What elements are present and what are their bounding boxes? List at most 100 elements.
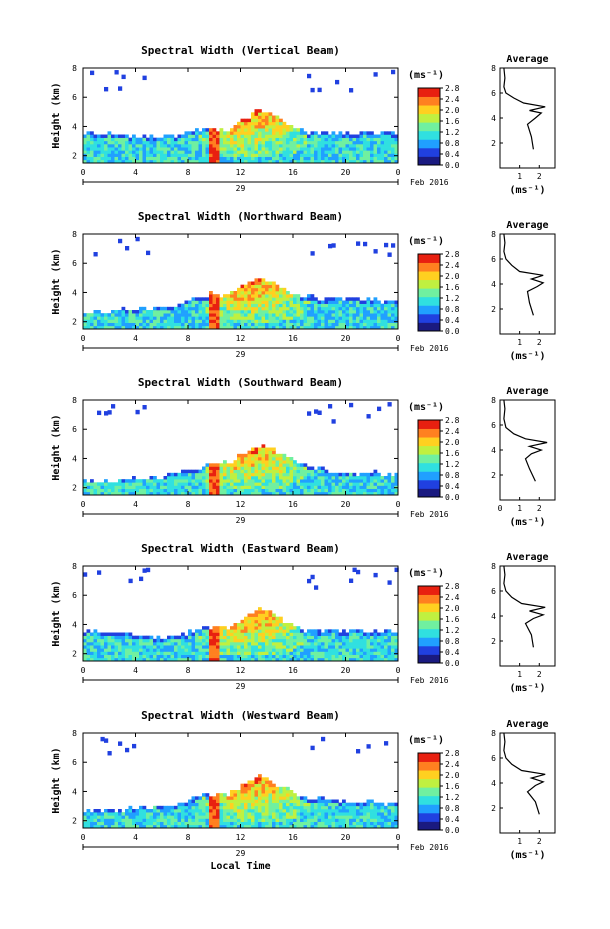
- heatmap-cell: [167, 134, 171, 138]
- heatmap-cell: [335, 638, 339, 643]
- heatmap-cell: [247, 824, 252, 829]
- heatmap-cell: [93, 648, 98, 652]
- heatmap-cell: [345, 150, 350, 154]
- heatmap-cell: [202, 815, 206, 819]
- heatmap-cell: [275, 125, 280, 129]
- heatmap-cell: [324, 638, 329, 643]
- heatmap-cell: [174, 156, 178, 161]
- heatmap-cell: [212, 651, 217, 655]
- heatmap-cell: [184, 491, 189, 496]
- heatmap-cell: [300, 809, 304, 813]
- heatmap-cell: [202, 802, 206, 807]
- heatmap-cell: [209, 137, 213, 142]
- heatmap-cell: [86, 648, 91, 652]
- heatmap-cell: [233, 485, 238, 489]
- x-tick-label: 20: [341, 334, 351, 343]
- heatmap-cell: [275, 638, 280, 643]
- heatmap-cell: [209, 313, 213, 317]
- heatmap-cell: [268, 284, 273, 289]
- heatmap-cell: [90, 150, 94, 154]
- heatmap-cell: [317, 485, 322, 489]
- heatmap-cell: [293, 306, 297, 311]
- heatmap-cell: [202, 319, 206, 323]
- heatmap-cell: [244, 802, 248, 807]
- heatmap-cell: [342, 310, 346, 314]
- heatmap-cell: [293, 802, 297, 807]
- heatmap-cell: [202, 144, 206, 148]
- heatmap-cell: [247, 815, 252, 819]
- x-tick-label: 12: [236, 334, 246, 343]
- heatmap-cell: [167, 313, 171, 317]
- heatmap-cell: [247, 491, 252, 496]
- heatmap-cell: [163, 316, 168, 320]
- heatmap-cell: [366, 648, 371, 652]
- heatmap-cell: [317, 153, 322, 157]
- heatmap-cell: [370, 322, 374, 327]
- heatmap-cell: [104, 153, 108, 157]
- heatmap-cell: [139, 140, 143, 145]
- heatmap-cell: [149, 488, 154, 493]
- heatmap-cell: [93, 651, 98, 655]
- heatmap-cell: [296, 144, 301, 148]
- heatmap-cell: [226, 491, 231, 496]
- heatmap-cell: [289, 460, 294, 464]
- heatmap-cell: [156, 809, 161, 813]
- heatmap-cell: [139, 654, 143, 659]
- average-y-tick-label: 2: [491, 804, 496, 813]
- heatmap-cell: [195, 809, 199, 813]
- heatmap-cell: [114, 319, 119, 323]
- heatmap-cell: [216, 300, 220, 304]
- heatmap-cell: [258, 635, 262, 640]
- heatmap-cell: [321, 479, 325, 483]
- heatmap-cell: [209, 294, 213, 298]
- heatmap-cell: [223, 812, 227, 816]
- heatmap-cell: [261, 629, 266, 633]
- heatmap-cell: [230, 300, 234, 304]
- heatmap-cell: [90, 479, 94, 483]
- heatmap-cell: [230, 491, 234, 496]
- heatmap-cell: [174, 651, 178, 655]
- heatmap-cell: [377, 635, 381, 640]
- heatmap-cell: [356, 645, 360, 649]
- heatmap-cell: [272, 472, 276, 477]
- heatmap-cell: [265, 131, 269, 135]
- heatmap-cell: [142, 310, 147, 314]
- heatmap-cell: [286, 638, 290, 643]
- heatmap-cell: [391, 485, 395, 489]
- heatmap-cell: [331, 645, 336, 649]
- heatmap-cell: [205, 635, 210, 640]
- heatmap-cell: [216, 802, 220, 807]
- average-x-label: (ms⁻¹): [509, 683, 545, 694]
- heatmap-cell: [370, 319, 374, 323]
- heatmap-cell: [237, 325, 241, 330]
- heatmap-cell: [377, 300, 381, 304]
- heatmap-cell: [282, 319, 287, 323]
- heatmap-cell: [258, 812, 262, 816]
- heatmap-cell: [275, 159, 280, 164]
- heatmap-cell: [345, 648, 350, 652]
- heatmap-cell: [328, 654, 332, 659]
- heatmap-cell: [209, 303, 213, 308]
- heatmap-cell: [324, 325, 329, 330]
- heatmap-cell: [219, 303, 224, 308]
- heatmap-cell: [391, 805, 395, 810]
- heatmap-cell: [296, 159, 301, 164]
- heatmap-cell: [258, 457, 262, 461]
- heatmap-cell: [377, 482, 381, 486]
- heatmap-cell: [338, 134, 343, 138]
- heatmap-cell: [240, 793, 245, 797]
- average-y-tick-label: 6: [491, 754, 496, 763]
- heatmap-cell: [324, 799, 329, 803]
- heatmap-cell: [387, 325, 392, 330]
- heatmap-cell: [97, 809, 101, 813]
- heatmap-cell: [328, 642, 332, 646]
- heatmap-cell: [303, 491, 308, 496]
- heatmap-cell: [233, 626, 238, 630]
- heatmap-cell: [321, 147, 325, 151]
- heatmap-cell: [216, 815, 220, 819]
- heatmap-cell: [300, 310, 304, 314]
- heatmap-cell: [198, 472, 203, 477]
- heatmap-cell: [202, 824, 206, 829]
- heatmap-cell: [331, 479, 336, 483]
- heatmap-cell: [387, 491, 392, 496]
